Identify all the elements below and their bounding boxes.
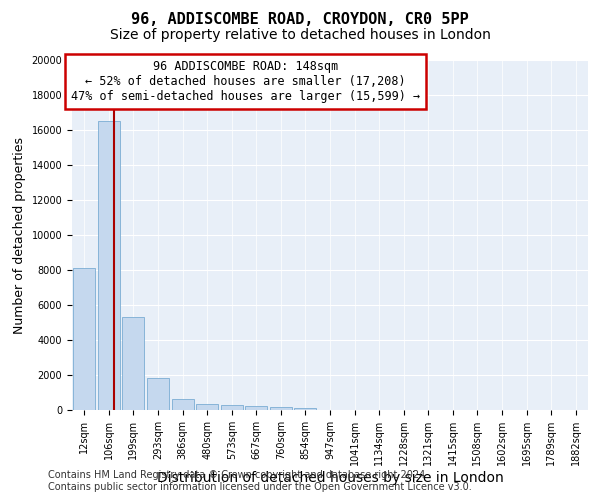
Bar: [270, 406, 292, 410]
Text: 96, ADDISCOMBE ROAD, CROYDON, CR0 5PP: 96, ADDISCOMBE ROAD, CROYDON, CR0 5PP: [131, 12, 469, 28]
Bar: [73, 268, 95, 410]
Text: 96 ADDISCOMBE ROAD: 148sqm
← 52% of detached houses are smaller (17,208)
47% of : 96 ADDISCOMBE ROAD: 148sqm ← 52% of deta…: [71, 60, 420, 103]
Y-axis label: Number of detached properties: Number of detached properties: [13, 136, 26, 334]
Bar: [98, 122, 120, 410]
Bar: [172, 398, 194, 410]
Text: Size of property relative to detached houses in London: Size of property relative to detached ho…: [110, 28, 490, 42]
Bar: [221, 406, 243, 410]
Bar: [245, 406, 268, 410]
Text: Contains public sector information licensed under the Open Government Licence v3: Contains public sector information licen…: [48, 482, 472, 492]
X-axis label: Distribution of detached houses by size in London: Distribution of detached houses by size …: [157, 471, 503, 485]
Text: Contains HM Land Registry data © Crown copyright and database right 2024.: Contains HM Land Registry data © Crown c…: [48, 470, 428, 480]
Bar: [196, 404, 218, 410]
Bar: [295, 408, 316, 410]
Bar: [122, 318, 145, 410]
Bar: [147, 378, 169, 410]
